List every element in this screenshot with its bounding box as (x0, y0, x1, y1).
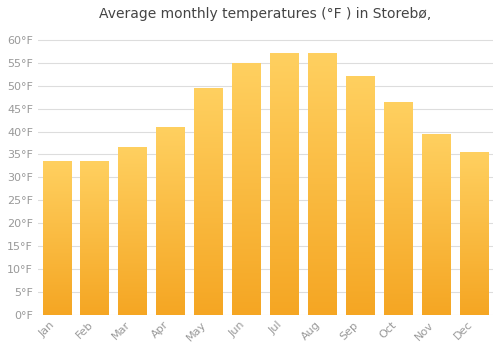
Title: Average monthly temperatures (°F ) in Storebø,: Average monthly temperatures (°F ) in St… (100, 7, 431, 21)
